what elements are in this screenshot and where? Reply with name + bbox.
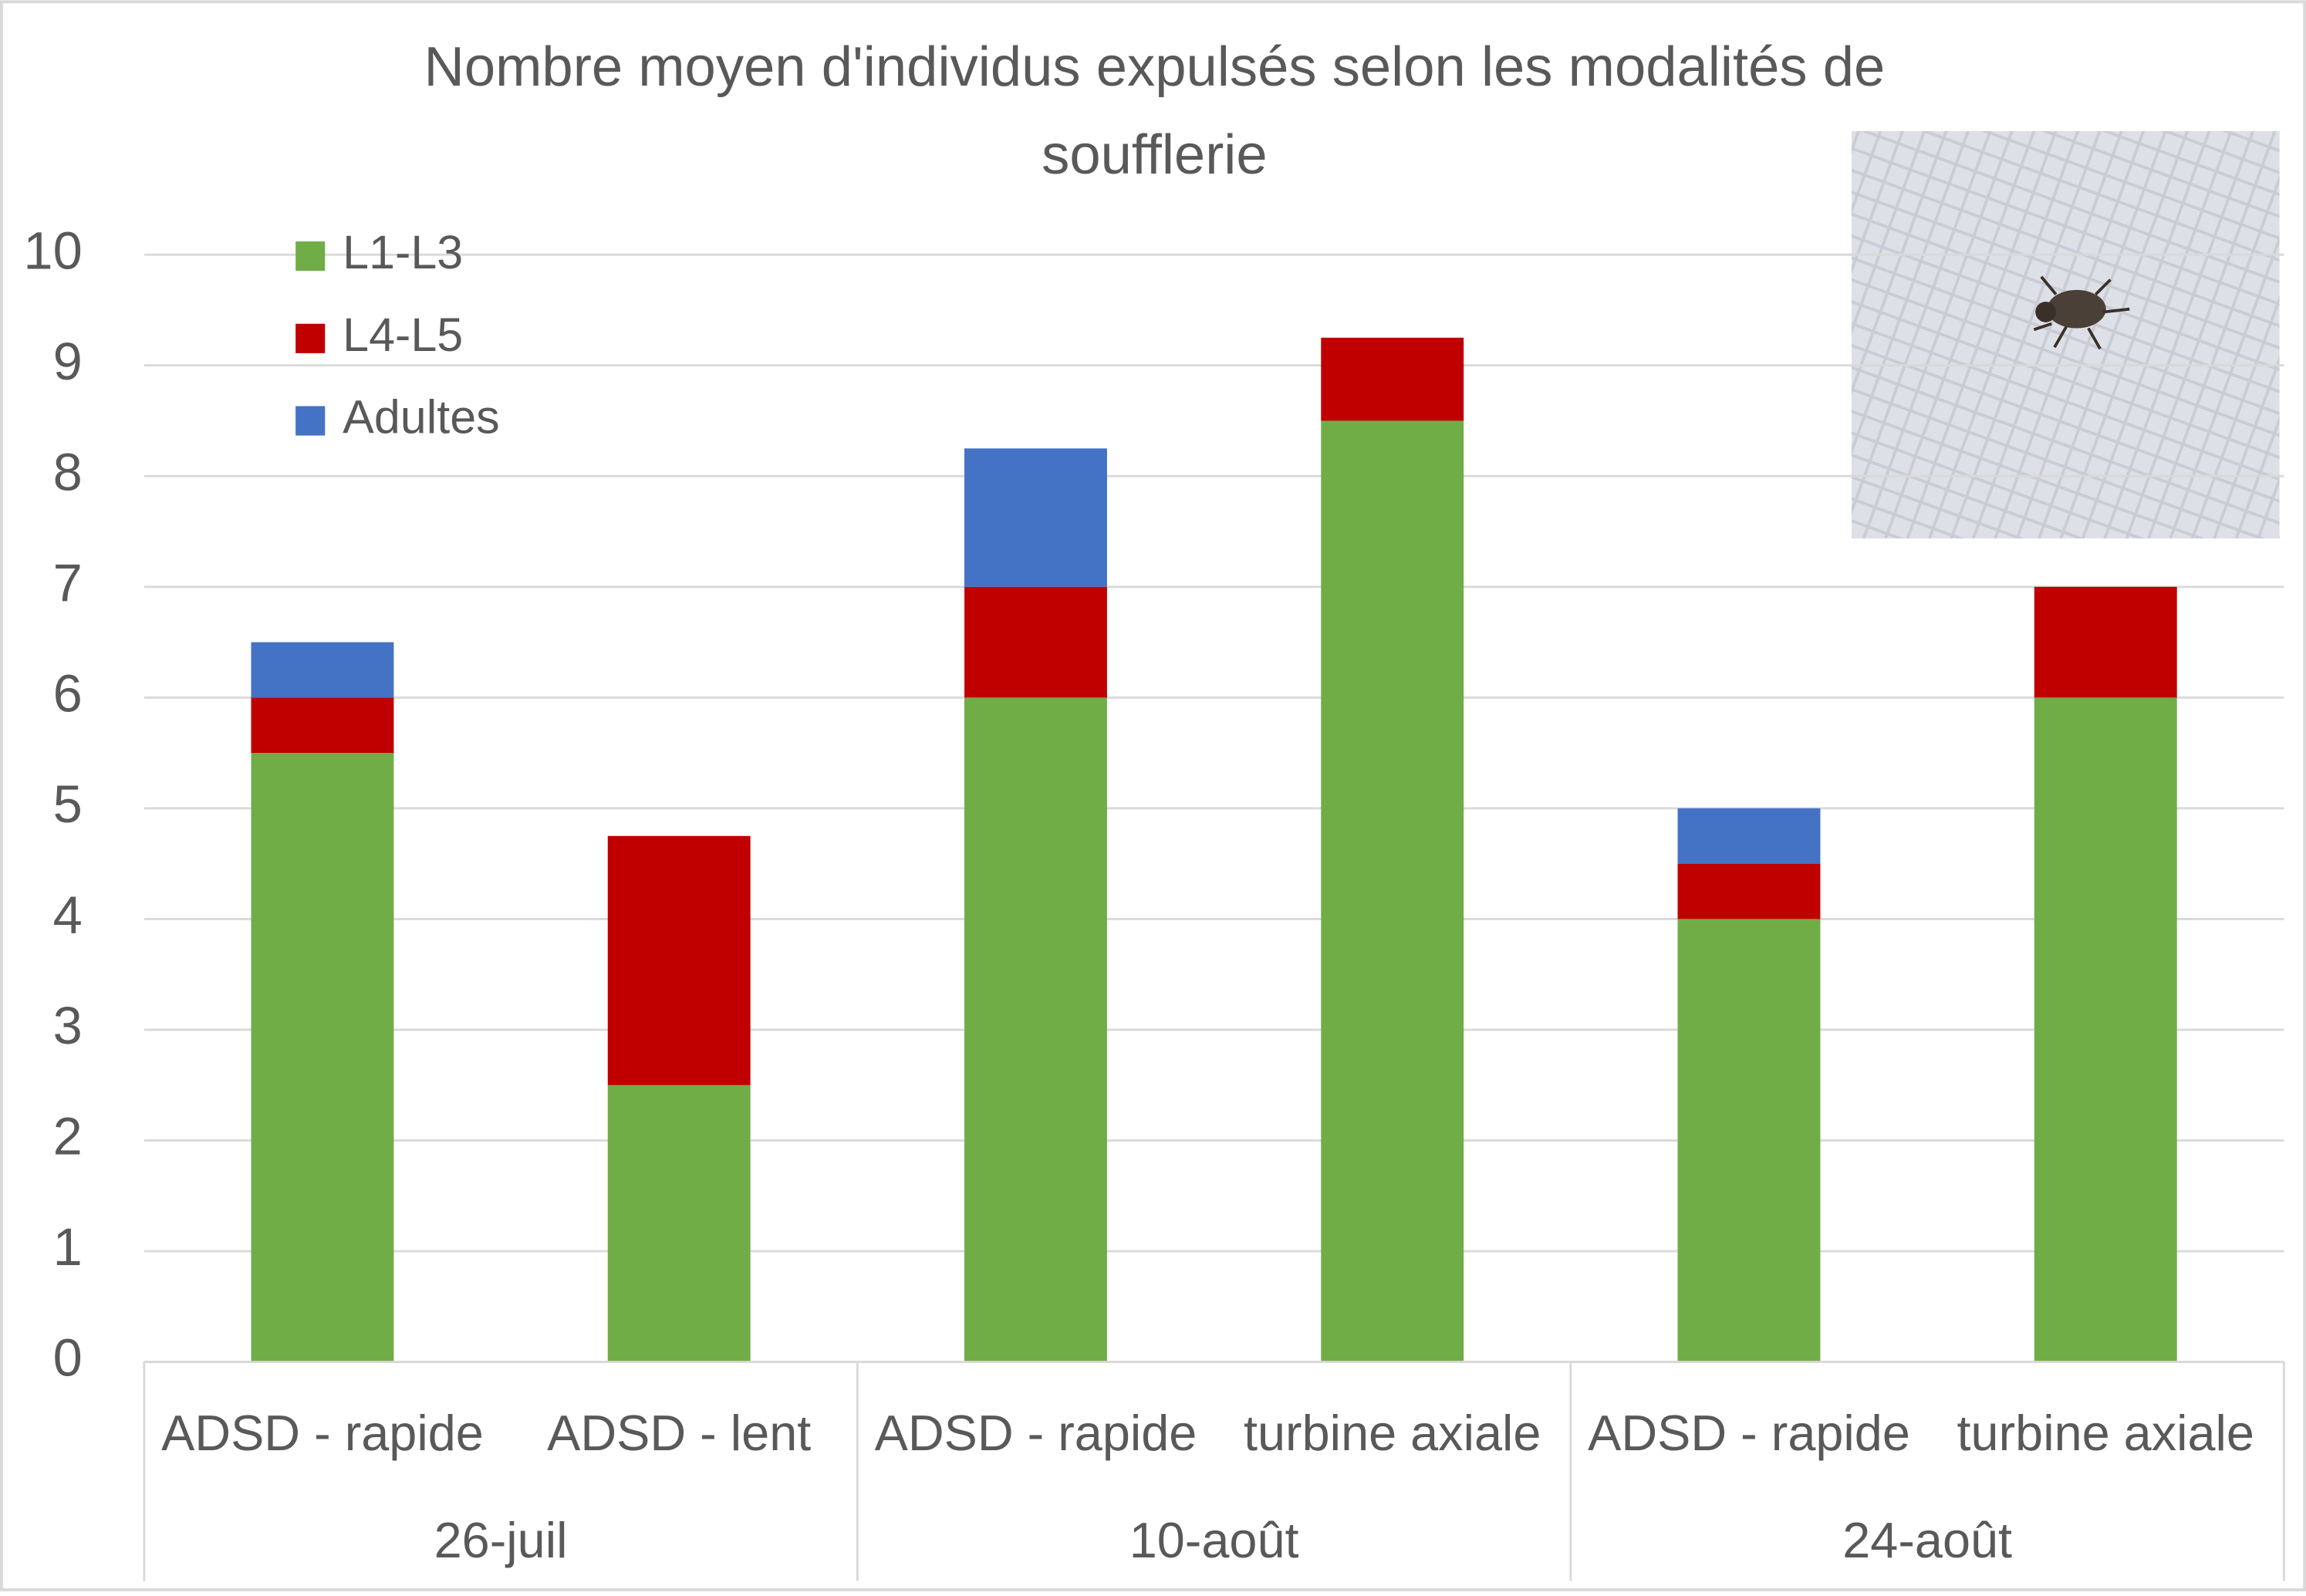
bar-segment <box>2034 586 2177 698</box>
bar-segment <box>1321 337 1464 421</box>
group-label: 10-août <box>1129 1512 1299 1568</box>
y-tick-label: 4 <box>53 886 83 945</box>
bar-segment <box>251 753 394 1362</box>
x-tick-label: turbine axiale <box>1957 1405 2254 1461</box>
x-tick-label: ADSD - rapide <box>1588 1405 1910 1461</box>
bar-segment <box>607 1085 751 1362</box>
y-tick-label: 5 <box>53 774 83 834</box>
bar-segment <box>964 448 1107 587</box>
bar-segment <box>251 642 394 698</box>
legend-label: L1-L3 <box>343 226 463 278</box>
chart-title: Nombre moyen d'individus expulsés selon … <box>424 35 1886 186</box>
bar-segment <box>964 586 1107 698</box>
y-tick-label: 1 <box>53 1217 83 1277</box>
y-tick-label: 9 <box>53 332 83 391</box>
bar-segment <box>2034 697 2177 1362</box>
bar-segment <box>964 697 1107 1362</box>
x-tick-label: ADSD - lent <box>547 1405 811 1461</box>
y-tick-label: 2 <box>53 1107 83 1166</box>
bar-segment <box>1321 420 1464 1362</box>
legend-swatch <box>295 241 326 272</box>
y-tick-label: 7 <box>53 553 83 612</box>
bar-segment <box>1677 808 1821 864</box>
group-label: 24-août <box>1842 1512 2012 1568</box>
y-tick-label: 6 <box>53 663 83 723</box>
legend-swatch <box>295 406 326 436</box>
x-tick-label: ADSD - rapide <box>161 1405 484 1461</box>
x-tick-label: ADSD - rapide <box>875 1405 1197 1461</box>
bar-segment <box>607 835 751 1085</box>
legend-label: Adultes <box>343 391 499 444</box>
bar-segment <box>1677 919 1821 1362</box>
y-tick-label: 8 <box>53 442 83 501</box>
x-tick-label: turbine axiale <box>1244 1405 1541 1461</box>
photo-inset <box>1851 131 2280 539</box>
y-tick-label: 3 <box>53 996 83 1055</box>
y-tick-label: 0 <box>53 1328 83 1388</box>
group-label: 26-juil <box>434 1512 568 1568</box>
legend-swatch <box>295 323 326 353</box>
bar-segment <box>1677 863 1821 919</box>
bar-segment <box>251 697 394 754</box>
legend-label: L4-L5 <box>343 309 463 361</box>
y-tick-label: 10 <box>23 221 82 280</box>
